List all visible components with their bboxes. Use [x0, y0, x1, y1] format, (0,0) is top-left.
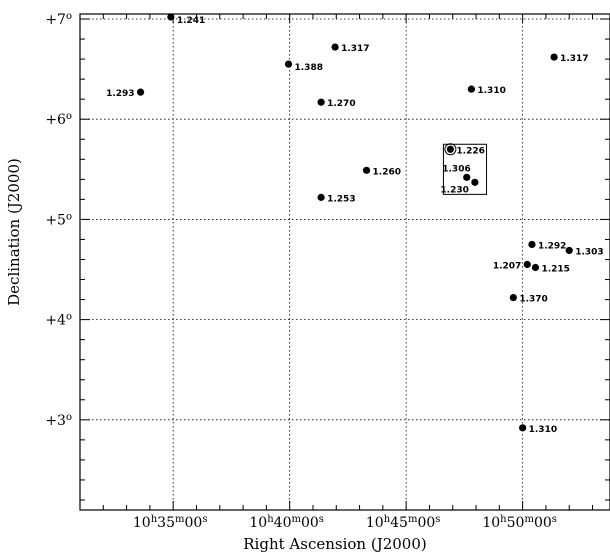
- data-point: [331, 43, 339, 51]
- point-ring: [444, 143, 457, 156]
- y-tick-label: +7o: [45, 11, 72, 29]
- x-tick-label: 10h40m00s: [249, 514, 324, 532]
- tick-label-layer: 10h35m00s 10h40m00s 10h45m00s 10h50m00s +3o +…: [45, 11, 557, 531]
- data-point: [284, 60, 293, 68]
- data-point: [565, 246, 573, 255]
- data-point: [528, 240, 536, 249]
- point-label: 1.303: [575, 247, 603, 257]
- point-label: 1.253: [327, 194, 355, 204]
- highlight-box: [442, 143, 488, 195]
- y-tick-label: +4o: [45, 311, 72, 329]
- data-point: [362, 166, 371, 174]
- tick-layer: [79, 14, 610, 510]
- point-label: 1.310: [529, 425, 557, 435]
- x-tick-label: 10h50m00s: [482, 514, 557, 532]
- x-tick-label: 10h35m00s: [133, 514, 208, 532]
- data-point: [463, 173, 471, 181]
- point-label: 1.270: [327, 99, 355, 109]
- data-point: [446, 145, 455, 153]
- x-tick-label: 10h45m00s: [366, 514, 441, 532]
- point-label: 1.310: [477, 86, 505, 96]
- point-label: 1.317: [560, 54, 588, 64]
- point-label: 1.207: [493, 262, 521, 272]
- point-label: 1.215: [541, 265, 569, 275]
- plot-frame: [79, 13, 610, 511]
- y-tick-label: +3o: [45, 411, 72, 429]
- data-point: [550, 53, 558, 61]
- point-label: 1.317: [341, 44, 369, 54]
- data-point: [136, 88, 145, 96]
- point-label: 1.241: [177, 16, 205, 26]
- point-label: 1.370: [519, 295, 547, 305]
- data-point: [167, 13, 175, 21]
- data-point: [519, 424, 527, 432]
- data-point: [531, 263, 540, 272]
- data-point: [317, 193, 325, 201]
- grid-layer: [80, 14, 610, 510]
- point-label: 1.230: [440, 185, 468, 195]
- y-axis-title: Declination (J2000): [5, 158, 23, 306]
- data-point: [509, 293, 517, 302]
- data-point: [471, 178, 479, 186]
- y-tick-label: +6o: [45, 111, 72, 129]
- data-point: [467, 85, 475, 93]
- point-label: 1.260: [373, 167, 401, 177]
- point-label: 1.388: [295, 63, 323, 73]
- point-label: 1.292: [538, 241, 566, 251]
- point-label: 1.293: [106, 89, 134, 99]
- point-label: 1.306: [442, 164, 470, 174]
- x-axis-title: Right Ascension (J2000): [243, 535, 426, 552]
- y-tick-label: +5o: [45, 211, 72, 229]
- data-point: [317, 98, 325, 106]
- data-point: [523, 260, 531, 269]
- point-label: 1.226: [456, 146, 484, 156]
- marks-layer: 1.241 1.293 1.388 1.317 1.270 1.260 1.253 1.226…: [106, 13, 604, 435]
